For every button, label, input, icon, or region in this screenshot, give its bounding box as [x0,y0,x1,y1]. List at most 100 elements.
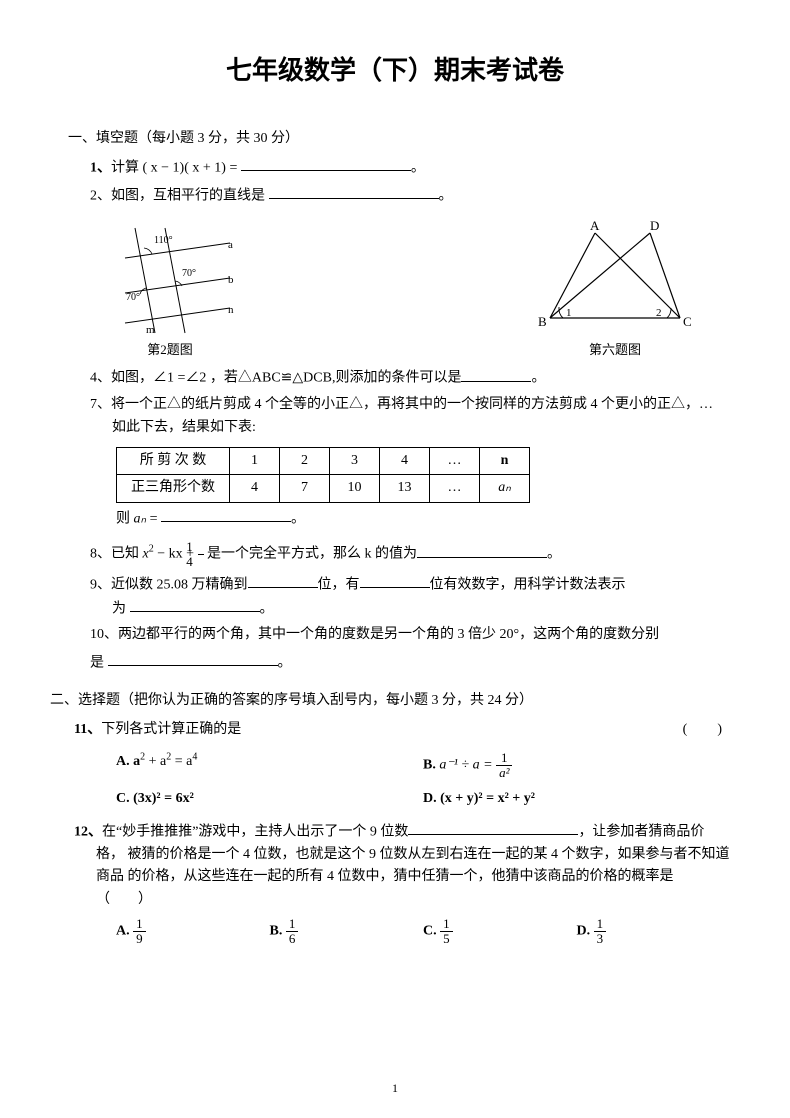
q11-A: A. a2 + a2 = a4 [116,751,423,779]
page-title: 七年级数学（下）期末考试卷 [60,50,730,92]
q11-choices: A. a2 + a2 = a4 B. a⁻¹ ÷ a = 1a² C. (3x)… [116,747,730,814]
cell: 所 剪 次 数 [117,447,230,474]
figures-row: 110° 70° 70° a b n m 第2题图 A D B C 1 2 第六… [100,218,700,361]
q7-l2: 如此下去，结果如下表: [112,420,256,435]
cell: 3 [330,447,380,474]
q8-post: 是一个完全平方式，那么 k 的值为 [204,547,418,562]
cell: 2 [280,447,330,474]
q9-d: 为 [112,601,126,616]
cell: 1 [230,447,280,474]
table-row: 正三角形个数 4 7 10 13 … aₙ [117,475,530,502]
svg-text:1: 1 [566,307,572,319]
cell: aₙ [480,475,530,502]
q10-c: 。 [278,655,292,670]
cell: 4 [230,475,280,502]
cell: … [430,475,480,502]
q8-num: 8、 [90,547,111,562]
q9-blank2 [360,573,430,588]
fig2-svg: 110° 70° 70° a b n m [100,218,240,338]
q7: 7、将一个正△的纸片剪成 4 个全等的小正△，再将其中的一个按同样的方法剪成 4… [90,394,730,439]
section-a-heading: 一、填空题（每小题 3 分，共 30 分） [68,128,730,150]
q12-l3: 的价格，从这些连在一起的所有 4 位数中，猜中任猜一个，他猜中该商品的价格的概率… [128,869,674,884]
q9-a: 近似数 25.08 万精确到 [111,577,248,592]
svg-text:D: D [650,218,659,233]
q12-l1: 在“妙手推推推”游戏中，主持人出示了一个 9 位数 [102,824,408,839]
q7-blank [161,507,291,522]
q9-num: 9、 [90,577,111,592]
q12-l3b: （ ） [96,892,152,907]
q4-end: 。 [531,371,545,386]
q4-text: 如图，∠1 =∠2 ，若△ABC≌△DCB,则添加的条件可以是 [111,371,461,386]
q12-A: A. 19 [116,917,270,945]
q12-blank [408,820,578,835]
q4: 4、如图，∠1 =∠2 ，若△ABC≌△DCB,则添加的条件可以是 。 [90,366,730,390]
q1-blank [241,156,411,171]
q1: 1、计算 ( x − 1)( x + 1) = 。 [90,156,730,180]
q7b-pre: 则 [116,511,134,526]
q12-C: C. 15 [423,917,577,945]
svg-text:B: B [538,314,547,329]
svg-text:a: a [228,239,233,251]
svg-text:C: C [683,314,692,329]
cell: n [480,447,530,474]
q7b-var: aₙ [134,511,147,526]
q9-blank1 [248,573,318,588]
q10: 10、两边都平行的两个角，其中一个角的度数是另一个角的 3 倍少 20°，这两个… [90,624,730,646]
q7-table: 所 剪 次 数 1 2 3 4 … n 正三角形个数 4 7 10 13 … a… [116,447,530,503]
fig2-caption: 第2题图 [100,340,240,361]
fig6-svg: A D B C 1 2 [530,218,700,338]
q4-blank [461,366,531,381]
q10-a: 两边都平行的两个角，其中一个角的度数是另一个角的 3 倍少 20°，这两个角的度… [118,627,659,642]
q10b: 是 。 [90,651,730,675]
q11-B: B. a⁻¹ ÷ a = 1a² [423,751,730,779]
section-b-heading: 二、选择题（把你认为正确的答案的序号填入刮号内，每小题 3 分，共 24 分） [50,690,730,712]
q8-pre: 已知 [111,547,143,562]
q12-D: D. 13 [577,917,731,945]
svg-text:m: m [146,324,155,336]
svg-text:70°: 70° [126,292,140,303]
q1-end: 。 [411,160,425,175]
q4-num: 4、 [90,371,111,386]
q11-text: 下列各式计算正确的是 [101,722,241,737]
fig6-wrap: A D B C 1 2 第六题图 [530,218,700,361]
q2-blank [269,184,439,199]
page-number: 1 [0,1079,790,1098]
q7-num: 7、 [90,397,111,412]
q12-B: B. 16 [270,917,424,945]
q7b-eq: = [146,511,161,526]
q9-b: 位，有 [318,577,360,592]
q9-c: 位有效数字，用科学计数法表示 [430,577,626,592]
q7-l1: 将一个正△的纸片剪成 4 个全等的小正△，再将其中的一个按同样的方法剪成 4 个… [111,397,713,412]
q8: 8、已知 x2 − kx + 14 是一个完全平方式，那么 k 的值为。 [90,540,730,568]
svg-text:110°: 110° [154,235,173,246]
q1-num: 1、 [90,160,111,175]
q2: 2、如图，互相平行的直线是 。 [90,184,730,208]
q10-num: 10、 [90,627,118,642]
q8-end: 。 [547,547,561,562]
q10-b: 是 [90,655,104,670]
svg-text:A: A [590,218,600,233]
cell: 7 [280,475,330,502]
cell: … [430,447,480,474]
q7-answer: 则 aₙ = 。 [116,507,730,531]
q12-num: 12、 [74,824,102,839]
q11: 11、下列各式计算正确的是 ( ) [74,719,730,741]
q11-C: C. (3x)² = 6x² [116,788,423,810]
q2-text: 如图，互相平行的直线是 [111,188,265,203]
q12-choices: A. 19 B. 16 C. 15 D. 13 [116,917,730,945]
fig2-wrap: 110° 70° 70° a b n m 第2题图 [100,218,240,361]
q10-blank [108,651,278,666]
svg-text:n: n [228,304,234,316]
q11-D: D. (x + y)² = x² + y² [423,788,730,810]
q9-blank3 [130,597,260,612]
svg-text:2: 2 [656,307,662,319]
q2-end: 。 [439,188,453,203]
svg-text:70°: 70° [182,268,196,279]
q9: 9、近似数 25.08 万精确到位，有位有效数字，用科学计数法表示 为 。 [90,573,730,621]
svg-text:b: b [228,274,234,286]
cell: 13 [380,475,430,502]
table-row: 所 剪 次 数 1 2 3 4 … n [117,447,530,474]
q7b-end: 。 [291,511,305,526]
cell: 4 [380,447,430,474]
q8-blank [417,542,547,557]
